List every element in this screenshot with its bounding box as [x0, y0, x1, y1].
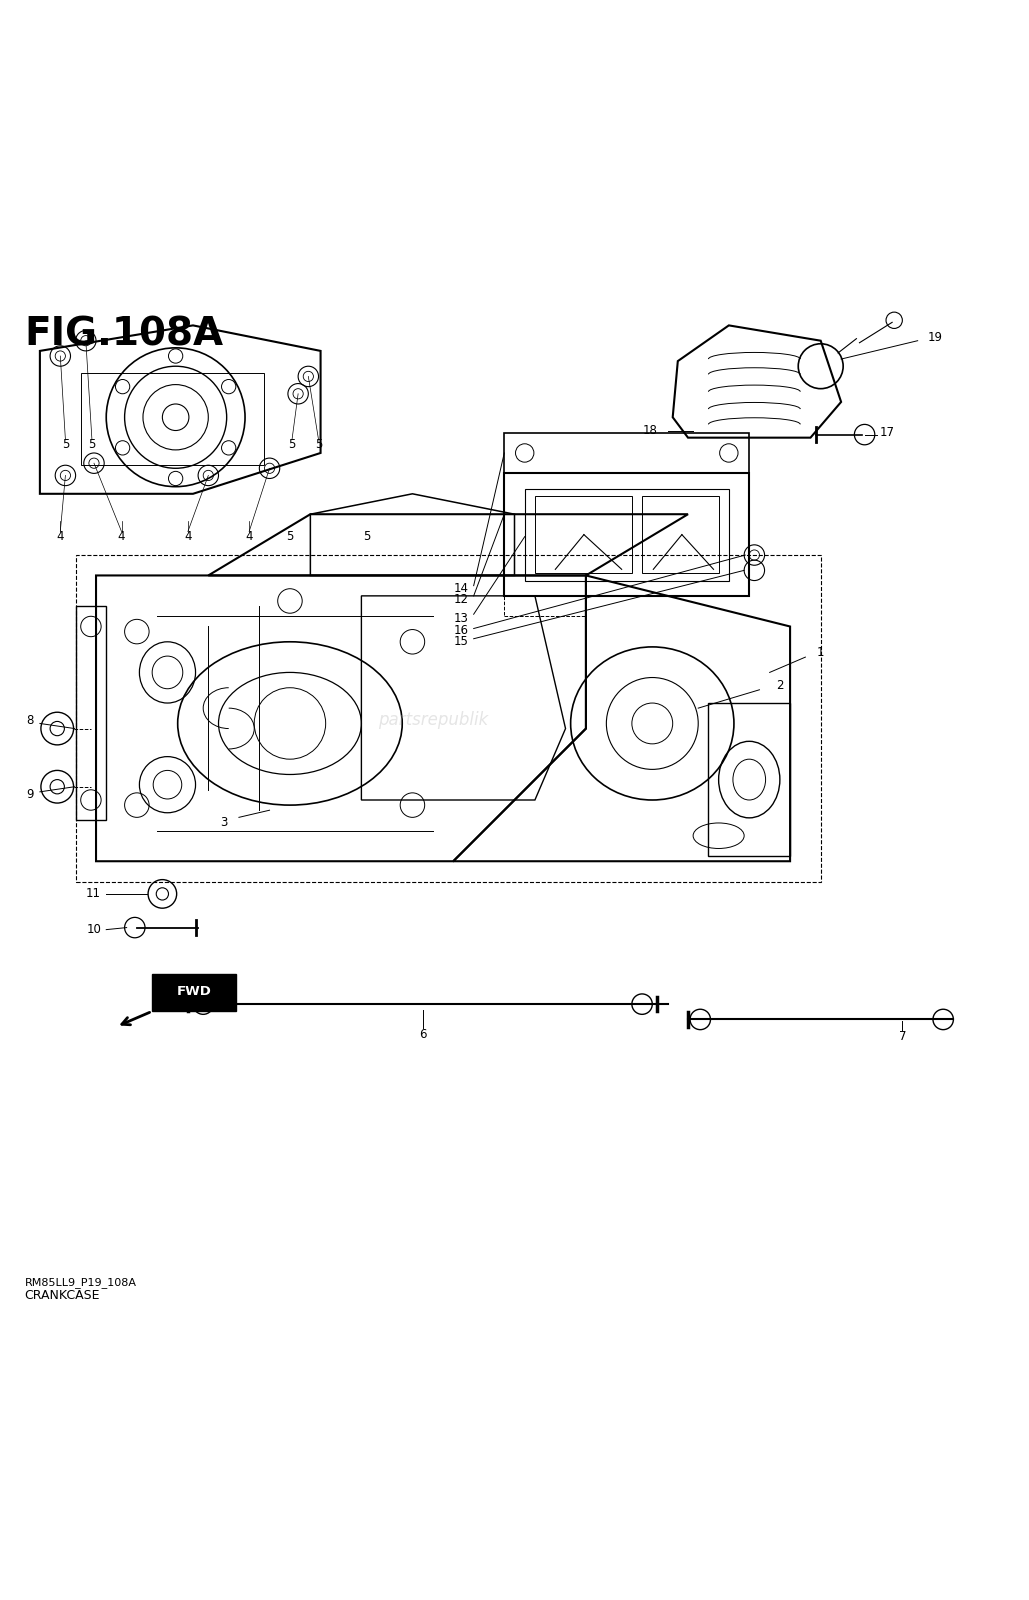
Text: 18: 18	[642, 424, 658, 437]
Text: 9: 9	[27, 789, 34, 802]
Text: 5: 5	[363, 530, 370, 542]
Text: 2: 2	[776, 678, 784, 693]
Text: partsrepublik: partsrepublik	[378, 712, 488, 730]
Text: 4: 4	[184, 530, 191, 542]
Text: 15: 15	[454, 635, 468, 648]
Text: FIG.108A: FIG.108A	[25, 315, 223, 354]
Text: CRANKCASE: CRANKCASE	[25, 1290, 100, 1302]
Text: 14: 14	[454, 582, 468, 595]
Text: 6: 6	[419, 1029, 426, 1042]
Text: 1: 1	[817, 645, 824, 659]
Text: 3: 3	[220, 816, 227, 829]
Text: 8: 8	[27, 714, 34, 726]
Text: 5: 5	[88, 438, 96, 451]
Text: 17: 17	[880, 426, 895, 438]
Text: 13: 13	[454, 611, 468, 626]
Text: 5: 5	[62, 438, 69, 451]
Text: 5: 5	[315, 438, 322, 451]
Text: 12: 12	[454, 594, 468, 606]
Text: RM85LL9_P19_108A: RM85LL9_P19_108A	[25, 1277, 137, 1288]
Text: 4: 4	[57, 530, 64, 542]
Text: 4: 4	[245, 530, 253, 542]
Text: 10: 10	[86, 923, 101, 936]
Text: 5: 5	[288, 438, 295, 451]
Circle shape	[163, 403, 189, 430]
Text: 4: 4	[117, 530, 126, 542]
Text: 11: 11	[86, 888, 101, 901]
Text: 5: 5	[286, 530, 293, 542]
Text: FWD: FWD	[177, 986, 211, 998]
Polygon shape	[152, 973, 236, 1011]
Text: 16: 16	[454, 624, 468, 637]
Text: 7: 7	[898, 1030, 907, 1043]
Text: 19: 19	[928, 331, 943, 344]
